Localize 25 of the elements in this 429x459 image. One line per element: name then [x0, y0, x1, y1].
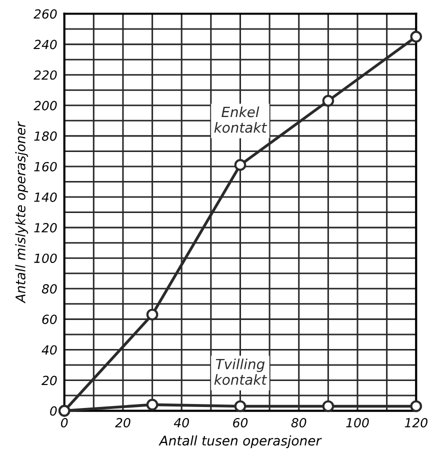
y-tick-label: 80	[42, 284, 57, 294]
y-tick-label: 100	[34, 254, 57, 264]
x-tick-label: 40	[174, 418, 189, 428]
y-tick-label: 180	[34, 131, 57, 141]
y-tick-label: 240	[34, 40, 57, 50]
x-tick-label: 20	[115, 418, 130, 428]
y-tick-label: 40	[42, 345, 57, 355]
y-tick-label: 140	[34, 192, 57, 202]
x-axis-title: Antall tusen operasjoner	[158, 435, 322, 448]
y-tick-label: 0	[50, 406, 57, 416]
y-axis-title: Antall mislykte operasjoner	[15, 121, 28, 304]
y-tick-label: 60	[42, 314, 57, 324]
y-tick-label: 220	[34, 70, 57, 80]
x-tick-label: 60	[233, 418, 248, 428]
y-tick-label: 260	[34, 9, 57, 19]
series-label: Tvilling kontakt	[214, 358, 268, 385]
y-tick-label: 20	[42, 376, 57, 386]
x-tick-label: 0	[60, 418, 68, 428]
y-tick-label: 200	[34, 100, 57, 110]
x-tick-label: 100	[346, 418, 369, 428]
x-tick-label: 120	[404, 418, 428, 428]
y-tick-label: 160	[34, 162, 57, 172]
series-label: Enkel kontakt	[214, 106, 268, 133]
x-tick-label: 80	[291, 418, 306, 428]
y-tick-label: 120	[34, 223, 57, 232]
